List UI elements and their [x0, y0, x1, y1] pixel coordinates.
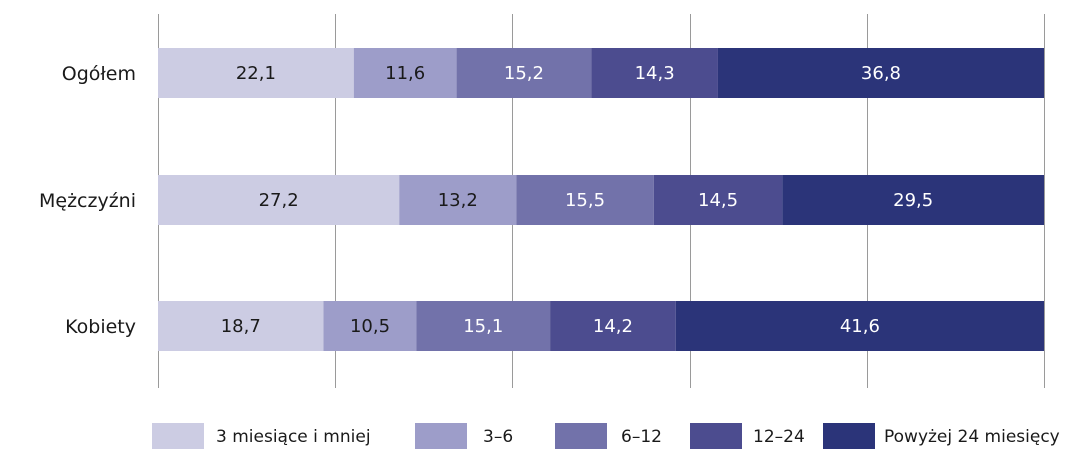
value-label: 14,3	[635, 63, 675, 84]
bar-segment-kobiety-s2	[416, 301, 551, 351]
legend-swatch	[152, 423, 204, 449]
legend-item-12-24: 12–24	[690, 423, 805, 449]
bar-segment-ogo-em-s1	[353, 48, 457, 98]
value-label: 15,5	[565, 190, 605, 211]
bar-segment-ogo-em-s4	[717, 48, 1044, 98]
bar-segment-ogo-em-s0	[158, 48, 354, 98]
value-label: 11,6	[385, 63, 425, 84]
bar-segment-kobiety-s4	[675, 301, 1044, 351]
bar-segment-kobiety-s3	[550, 301, 676, 351]
legend-label: Powyżej 24 miesięcy	[884, 427, 1060, 447]
value-label: 18,7	[221, 316, 261, 337]
bar-segment-mezczyzni-s3	[653, 175, 783, 225]
bar-segment-kobiety-s0	[158, 301, 324, 351]
bar-row-mezczyzni: 27,2 13,2 15,5 14,5 29,5	[158, 175, 1044, 225]
legend-swatch	[823, 423, 875, 449]
bars: 22,1 11,6 15,2 14,3 36,8 27,2 13,2 15,5 14,5 29,5…	[158, 48, 1044, 351]
bar-segment-mezczyzni-s1	[399, 175, 517, 225]
legend-swatch	[415, 423, 467, 449]
legend-label: 12–24	[753, 427, 805, 447]
value-label: 15,1	[463, 316, 503, 337]
category-labels: Ogółem Mężczyźni Kobiety	[39, 63, 136, 338]
value-label: 15,2	[504, 63, 544, 84]
legend-item-3-6: 3–6	[415, 423, 513, 449]
bar-segment-ogo-em-s2	[456, 48, 592, 98]
value-label: 10,5	[350, 316, 390, 337]
legend-label: 3 miesiące i mniej	[216, 427, 371, 447]
bar-segment-mezczyzni-s0	[158, 175, 400, 225]
bar-segment-ogo-em-s3	[591, 48, 718, 98]
value-label: 36,8	[861, 63, 901, 84]
legend-item-powyzej-24-miesiecy: Powyżej 24 miesięcy	[823, 423, 1060, 449]
legend-label: 6–12	[621, 427, 662, 447]
value-label: 29,5	[893, 190, 933, 211]
legend: 3 miesiące i mniej 3–6 6–12 12–24 Powyżej 24…	[152, 423, 1060, 449]
legend-item-3-miesiace-i-mniej: 3 miesiące i mniej	[152, 423, 371, 449]
bar-row-kobiety: 18,7 10,5 15,1 14,2 41,6	[158, 301, 1044, 351]
category-label-kobiety: Kobiety	[65, 316, 136, 338]
bar-segment-mezczyzni-s4	[782, 175, 1044, 225]
value-label: 22,1	[236, 63, 276, 84]
value-label: 13,2	[438, 190, 478, 211]
value-label: 14,2	[593, 316, 633, 337]
bar-segment-kobiety-s1	[323, 301, 417, 351]
value-label: 14,5	[698, 190, 738, 211]
value-label: 27,2	[259, 190, 299, 211]
bar-segment-mezczyzni-s2	[516, 175, 654, 225]
legend-swatch	[690, 423, 742, 449]
value-label: 41,6	[840, 316, 880, 337]
legend-label: 3–6	[483, 427, 513, 447]
category-label-ogo-em: Ogółem	[62, 63, 136, 85]
legend-item-6-12: 6–12	[555, 423, 662, 449]
bar-row-ogo-em: 22,1 11,6 15,2 14,3 36,8	[158, 48, 1044, 98]
legend-swatch	[555, 423, 607, 449]
category-label-mezczyzni: Mężczyźni	[39, 190, 136, 212]
